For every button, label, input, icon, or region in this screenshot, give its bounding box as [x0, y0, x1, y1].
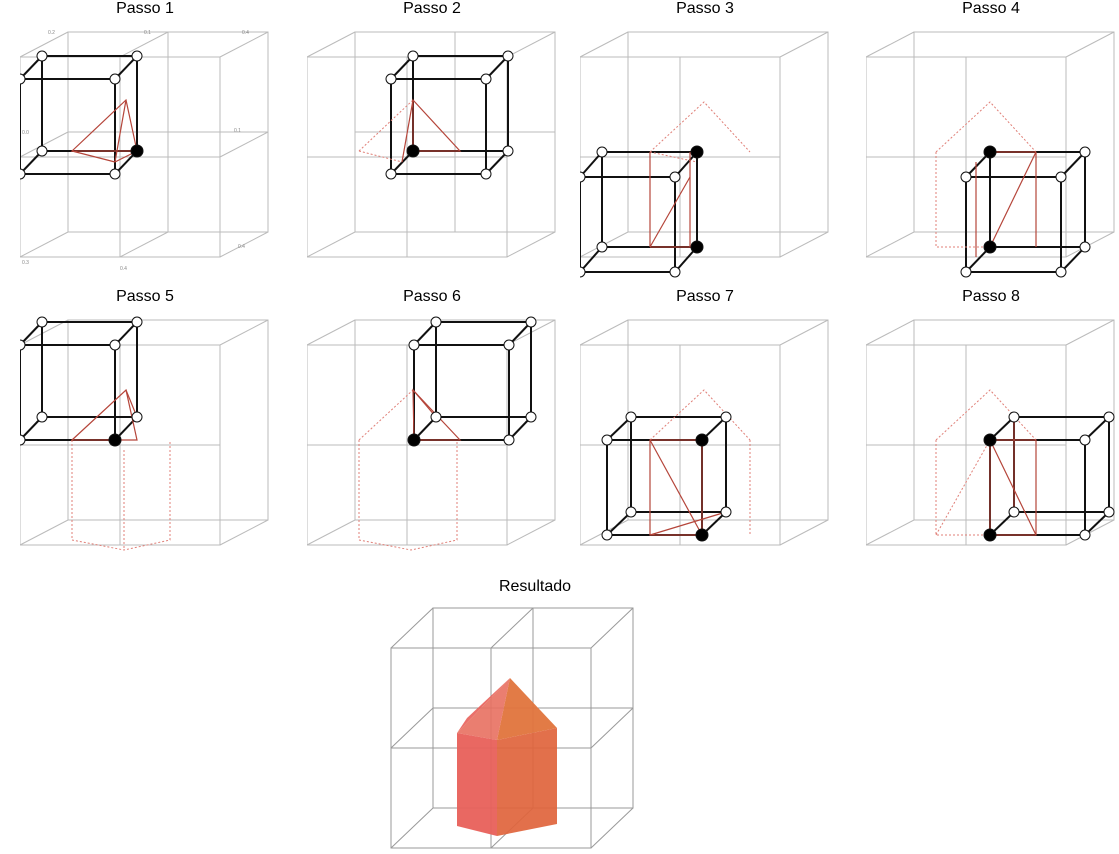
vertex-nodes [960, 145, 1091, 278]
svg-text:0.1: 0.1 [234, 128, 241, 134]
step-diagram [307, 31, 556, 258]
previous-surface [71, 440, 171, 551]
grid-wireframe [20, 319, 269, 546]
step-panel-4: Passo 4 [866, 0, 1116, 285]
step-panel-7: Passo 7 [580, 288, 830, 573]
step-title: Passo 8 [962, 288, 1020, 305]
triangle-surface [70, 98, 138, 163]
step-panel-5: Passo 5 [20, 288, 270, 573]
prism-surface [649, 439, 727, 536]
step-diagram: 0.2 0.1 0.4 0.0 0.1 0.3 0.4 0.4 [20, 30, 269, 272]
triangle-surface [70, 388, 138, 441]
step-panel-1: Passo 1 0.2 0.1 0.4 0.0 0.1 0.3 0.4 0.4 [20, 0, 270, 285]
grid-wireframe [866, 319, 1115, 546]
triangle-surface [401, 98, 462, 163]
step-title: Passo 7 [676, 288, 734, 305]
prism-surface [649, 152, 697, 248]
step-panel-8: Passo 8 [866, 288, 1116, 573]
prism-surface [975, 151, 1037, 257]
active-cube [413, 321, 532, 441]
svg-text:0.4: 0.4 [242, 30, 249, 36]
grid-wireframe [307, 319, 556, 546]
previous-surface [649, 101, 751, 163]
step-diagram [580, 31, 829, 278]
previous-surface [358, 99, 414, 163]
vertex-nodes [983, 411, 1115, 542]
vertex-nodes [20, 50, 144, 180]
vertex-nodes [580, 145, 704, 278]
step-title: Passo 2 [403, 0, 461, 17]
step-title: Passo 5 [116, 288, 174, 305]
prism-surface [989, 417, 1037, 536]
svg-text:0.0: 0.0 [22, 130, 29, 136]
active-cube [20, 55, 138, 175]
grid-wireframe [20, 31, 269, 258]
vertex-nodes [601, 411, 732, 542]
previous-surface [935, 101, 1037, 248]
vertex-nodes [407, 316, 537, 447]
svg-text:0.2: 0.2 [48, 30, 55, 36]
svg-text:0.4: 0.4 [120, 266, 127, 272]
step-title: Passo 6 [403, 288, 461, 305]
step-title: Passo 1 [116, 0, 174, 17]
active-cube [965, 151, 1086, 273]
active-cube [20, 321, 138, 441]
svg-text:0.3: 0.3 [22, 260, 29, 266]
result-shape [457, 678, 557, 836]
step-diagram [20, 316, 269, 551]
step-title: Passo 4 [962, 0, 1020, 17]
active-cube [390, 55, 509, 175]
step-panel-3: Passo 3 [580, 0, 830, 285]
result-diagram [390, 607, 634, 849]
active-cube [580, 151, 698, 273]
previous-surface [649, 389, 751, 535]
step-diagram [307, 316, 556, 551]
grid-wireframe [580, 31, 829, 258]
vertex-nodes [20, 316, 143, 447]
step-diagram [866, 31, 1115, 278]
previous-surface [935, 389, 1037, 536]
svg-text:0.4: 0.4 [238, 244, 245, 250]
step-title: Passo 3 [676, 0, 734, 17]
step-diagram [580, 319, 829, 546]
step-panel-6: Passo 6 [307, 288, 557, 573]
grid-labels: 0.2 0.1 0.4 0.0 0.1 0.3 0.4 0.4 [22, 30, 249, 272]
step-diagram [866, 319, 1115, 546]
vertex-nodes [385, 50, 514, 180]
previous-surface [358, 389, 458, 551]
svg-text:0.1: 0.1 [144, 30, 151, 36]
step-panel-2: Passo 2 [307, 0, 557, 285]
grid-wireframe [307, 31, 556, 258]
result-title: Resultado [498, 578, 572, 595]
